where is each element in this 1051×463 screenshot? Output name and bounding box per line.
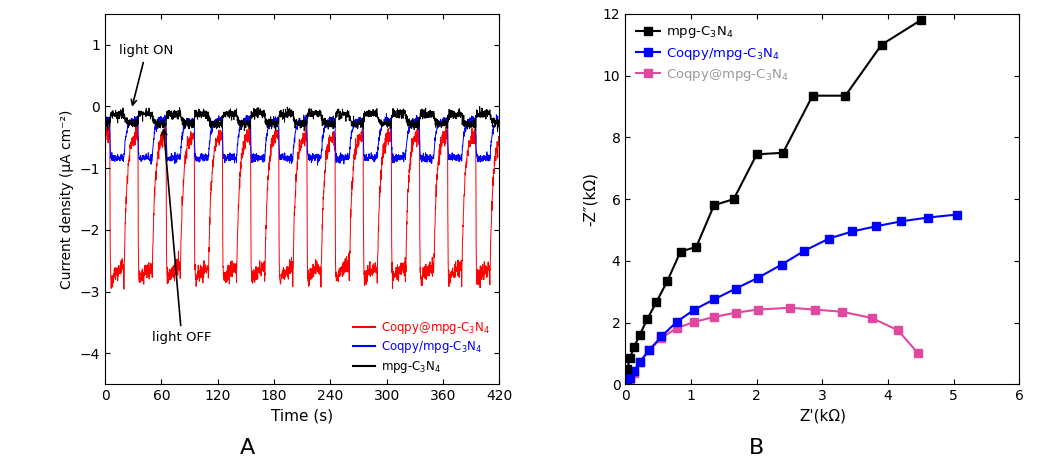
mpg-C$_3$N$_4$ [675,249,687,254]
mpg-C$_3$N$_4$ [839,93,851,99]
X-axis label: Z'(kΩ): Z'(kΩ) [799,409,846,424]
Coqpy/mpg-C$_3$N$_4$ [798,248,810,254]
Coqpy/mpg-C$_3$N$_4$ [870,224,883,229]
Coqpy/mpg-C$_3$N$_4$ [671,319,683,325]
Coqpy/mpg-C$_3$N$_4$ [655,334,667,339]
Line: Coqpy/mpg-C$_3$N$_4$: Coqpy/mpg-C$_3$N$_4$ [623,211,961,386]
Coqpy/mpg-C$_3$N$_4$ [951,212,964,217]
Coqpy/mpg-C$_3$N$_4$ [921,215,933,220]
mpg-C$_3$N$_4$ [750,151,763,157]
Coqpy/mpg-C$_3$N$_4$ [846,229,859,234]
Coqpy@mpg-C$_3$N$_4$ [623,376,636,382]
Coqpy@mpg-C$_3$N$_4$ [621,379,634,385]
mpg-C$_3$N$_4$ [623,355,636,361]
mpg-C$_3$N$_4$ [621,366,634,372]
mpg-C$_3$N$_4$ [641,317,654,322]
mpg-C$_3$N$_4$ [914,17,927,23]
Coqpy@mpg-C$_3$N$_4$ [783,305,796,311]
mpg-C$_3$N$_4$ [806,93,819,99]
Coqpy@mpg-C$_3$N$_4$ [808,307,821,313]
Coqpy@mpg-C$_3$N$_4$ [688,319,701,325]
Coqpy@mpg-C$_3$N$_4$ [707,314,720,320]
Coqpy@mpg-C$_3$N$_4$ [655,335,667,341]
Coqpy@mpg-C$_3$N$_4$ [634,359,646,365]
Coqpy/mpg-C$_3$N$_4$ [707,297,720,302]
Coqpy/mpg-C$_3$N$_4$ [643,348,656,353]
Coqpy@mpg-C$_3$N$_4$ [751,307,764,313]
mpg-C$_3$N$_4$ [650,300,662,305]
Legend: mpg-C$_3$N$_4$, Coqpy/mpg-C$_3$N$_4$, Coqpy@mpg-C$_3$N$_4$: mpg-C$_3$N$_4$, Coqpy/mpg-C$_3$N$_4$, Co… [632,20,794,87]
Text: A: A [240,438,254,458]
mpg-C$_3$N$_4$ [875,42,888,48]
Coqpy@mpg-C$_3$N$_4$ [911,350,924,356]
Coqpy/mpg-C$_3$N$_4$ [895,219,908,224]
Coqpy/mpg-C$_3$N$_4$ [688,307,701,313]
Legend: Coqpy@mpg-C$_3$N$_4$, Coqpy/mpg-C$_3$N$_4$, mpg-C$_3$N$_4$: Coqpy@mpg-C$_3$N$_4$, Coqpy/mpg-C$_3$N$_… [350,316,493,378]
mpg-C$_3$N$_4$ [661,278,674,284]
Coqpy/mpg-C$_3$N$_4$ [751,275,764,281]
Coqpy/mpg-C$_3$N$_4$ [627,369,640,374]
Coqpy/mpg-C$_3$N$_4$ [623,375,636,381]
Coqpy@mpg-C$_3$N$_4$ [671,325,683,331]
Coqpy@mpg-C$_3$N$_4$ [865,315,878,321]
Text: light OFF: light OFF [152,130,211,344]
Text: light ON: light ON [119,44,173,105]
Coqpy/mpg-C$_3$N$_4$ [776,262,788,267]
mpg-C$_3$N$_4$ [691,244,703,250]
Coqpy@mpg-C$_3$N$_4$ [643,348,656,353]
Coqpy/mpg-C$_3$N$_4$ [823,236,836,241]
Coqpy/mpg-C$_3$N$_4$ [621,379,634,385]
Line: Coqpy@mpg-C$_3$N$_4$: Coqpy@mpg-C$_3$N$_4$ [623,304,922,386]
Line: mpg-C$_3$N$_4$: mpg-C$_3$N$_4$ [623,16,925,373]
mpg-C$_3$N$_4$ [627,344,640,350]
Coqpy/mpg-C$_3$N$_4$ [634,359,646,365]
mpg-C$_3$N$_4$ [707,202,720,208]
Coqpy@mpg-C$_3$N$_4$ [729,310,742,315]
Text: B: B [749,438,764,458]
mpg-C$_3$N$_4$ [727,196,740,202]
mpg-C$_3$N$_4$ [634,332,646,338]
Coqpy@mpg-C$_3$N$_4$ [627,370,640,375]
Coqpy/mpg-C$_3$N$_4$ [729,286,742,291]
mpg-C$_3$N$_4$ [777,150,789,156]
Y-axis label: Current density (μA cm⁻²): Current density (μA cm⁻²) [60,109,75,289]
Y-axis label: -Z″(kΩ): -Z″(kΩ) [582,172,597,226]
Coqpy@mpg-C$_3$N$_4$ [891,327,904,333]
X-axis label: Time (s): Time (s) [271,409,333,424]
Coqpy@mpg-C$_3$N$_4$ [836,309,848,314]
